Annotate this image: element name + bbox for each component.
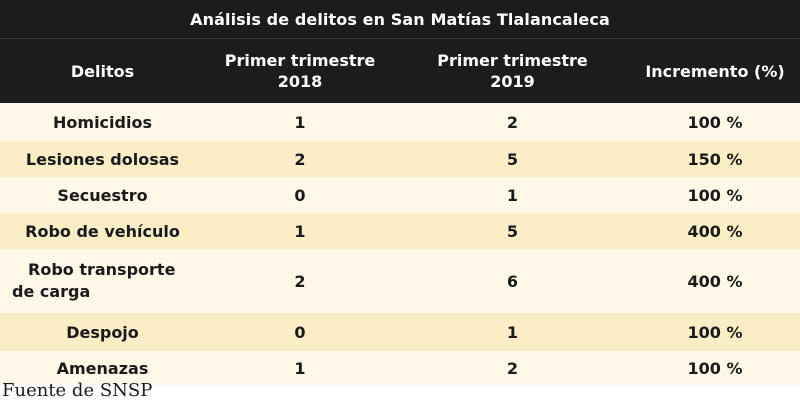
header-q2018: Primer trimestre 2018 [205,39,395,103]
header-q2018-line1: Primer trimestre [224,51,376,70]
cell-incremento: 100 % [687,358,743,378]
table-row: Amenazas 1 2 100 % [0,351,800,385]
cell-incremento: 100 % [687,112,743,132]
cell-q2018: 0 [294,185,306,205]
cell-delito: Secuestro [57,185,148,205]
cell-incremento: 100 % [687,322,743,342]
table-title: Análisis de delitos en San Matías Tlalan… [0,0,800,38]
cell-incremento: 150 % [687,149,743,169]
cell-delito-line2: de carga [12,282,91,301]
cell-incremento: 100 % [687,185,743,205]
cell-q2019: 6 [506,271,519,291]
cell-incremento: 400 % [687,221,743,241]
cell-q2018: 2 [294,149,306,169]
header-q2018-line2: 2018 [277,72,323,91]
table-row: Robo de vehículo 1 5 400 % [0,213,800,249]
source-note: Fuente de SNSP [2,380,153,401]
table-row: Despojo 0 1 100 % [0,313,800,351]
cell-q2019: 1 [506,322,519,342]
cell-q2018: 1 [294,221,306,241]
cell-delito: Homicidios [53,112,152,132]
cell-incremento: 400 % [687,271,743,291]
cell-delito: Lesiones dolosas [25,149,180,169]
cell-q2019: 5 [506,221,519,241]
cell-delito: Robo transporte de carga [0,249,205,313]
header-q2019-line1: Primer trimestre [437,51,588,70]
header-q2019-line2: 2019 [490,72,535,91]
table-header: Delitos Primer trimestre 2018 Primer tri… [0,38,800,103]
cell-q2019: 1 [506,185,519,205]
header-delitos: Delitos [70,61,135,81]
cell-delito: Amenazas [56,358,149,378]
table-row: Robo transporte de carga 2 6 400 % [0,249,800,313]
cell-q2019: 5 [506,149,519,169]
cell-q2018: 1 [294,112,306,132]
header-incremento: Incremento (%) [645,61,785,81]
cell-q2018: 1 [294,358,306,378]
cell-q2019: 2 [506,112,519,132]
crime-table: Análisis de delitos en San Matías Tlalan… [0,0,800,385]
table-row: Lesiones dolosas 2 5 150 % [0,141,800,177]
cell-q2019: 2 [506,358,519,378]
header-q2019: Primer trimestre 2019 [395,39,630,103]
cell-delito: Despojo [66,322,139,342]
cell-delito: Robo de vehículo [25,221,180,241]
cell-q2018: 2 [294,271,306,291]
table-row: Homicidios 1 2 100 % [0,103,800,141]
cell-delito-line1: Robo transporte [28,260,176,279]
cell-q2018: 0 [294,322,306,342]
table-row: Secuestro 0 1 100 % [0,177,800,213]
